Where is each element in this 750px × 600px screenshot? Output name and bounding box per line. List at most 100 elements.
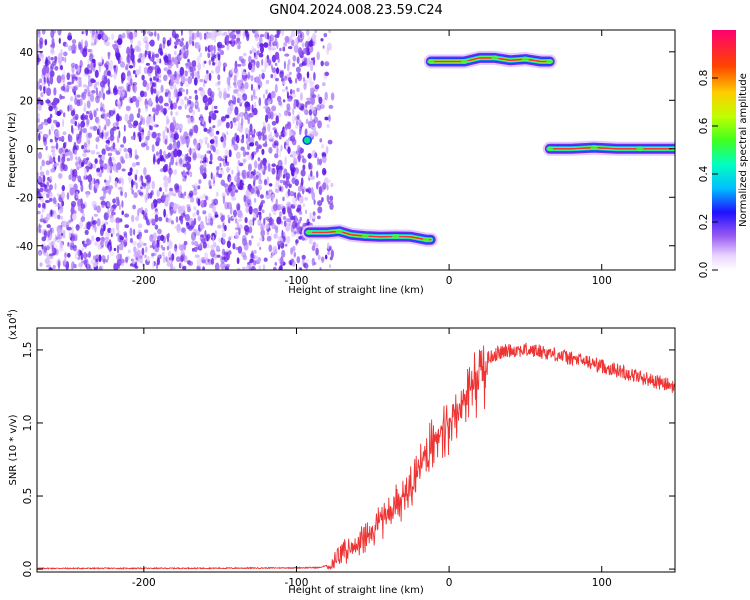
noise-speckle — [66, 87, 69, 93]
noise-speckle — [175, 79, 180, 85]
noise-speckle — [268, 147, 273, 154]
noise-speckle — [308, 162, 311, 170]
noise-speckle — [222, 238, 226, 244]
noise-speckle — [272, 135, 275, 145]
noise-speckle — [181, 153, 184, 158]
noise-speckle — [247, 163, 252, 172]
noise-speckle — [235, 88, 239, 95]
noise-speckle — [199, 52, 203, 58]
noise-speckle — [39, 131, 43, 135]
noise-speckle — [105, 139, 111, 144]
noise-speckle — [290, 90, 292, 95]
noise-speckle — [301, 254, 306, 260]
noise-speckle — [73, 183, 78, 192]
noise-speckle — [114, 180, 118, 188]
noise-speckle — [223, 31, 228, 36]
noise-speckle — [209, 217, 214, 226]
noise-speckle — [169, 187, 173, 192]
track-blob — [491, 55, 499, 61]
noise-speckle — [328, 264, 332, 269]
noise-speckle — [322, 97, 326, 106]
noise-speckle — [320, 256, 325, 263]
noise-speckle — [131, 189, 134, 195]
noise-speckle — [129, 167, 133, 174]
noise-speckle — [127, 153, 132, 159]
noise-speckle — [259, 43, 264, 48]
noise-speckle — [120, 72, 126, 81]
noise-speckle — [265, 89, 268, 95]
noise-speckle — [305, 188, 310, 193]
noise-speckle — [282, 174, 286, 179]
noise-speckle — [190, 116, 195, 124]
noise-speckle — [160, 84, 164, 93]
noise-speckle — [147, 69, 152, 74]
noise-speckle — [70, 266, 74, 270]
noise-speckle — [292, 62, 296, 67]
noise-speckle — [253, 101, 257, 111]
noise-speckle — [268, 183, 273, 187]
noise-speckle — [273, 140, 279, 146]
noise-speckle — [71, 261, 75, 270]
noise-speckle — [94, 241, 99, 247]
noise-speckle — [207, 97, 213, 105]
noise-speckle — [51, 37, 55, 47]
noise-speckle — [259, 194, 264, 199]
noise-speckle — [46, 224, 51, 229]
noise-speckle — [50, 227, 55, 234]
noise-speckle — [324, 61, 330, 67]
noise-speckle — [292, 196, 297, 204]
noise-speckle — [147, 192, 150, 199]
noise-speckle — [87, 91, 91, 97]
noise-speckle — [270, 167, 273, 173]
noise-speckle — [140, 175, 143, 182]
noise-speckle — [158, 95, 164, 104]
noise-speckle — [69, 187, 75, 196]
noise-speckle — [192, 109, 195, 116]
noise-speckle — [159, 58, 162, 64]
noise-speckle — [77, 175, 81, 181]
noise-speckle — [251, 59, 254, 64]
noise-speckle — [38, 123, 44, 130]
noise-speckle — [41, 67, 47, 76]
noise-speckle — [191, 70, 195, 80]
noise-speckle — [136, 112, 141, 119]
noise-speckle — [49, 113, 53, 119]
noise-speckle — [87, 49, 92, 53]
noise-speckle — [204, 102, 210, 107]
noise-speckle — [236, 165, 239, 173]
noise-speckle — [251, 134, 255, 138]
noise-speckle — [156, 198, 162, 204]
noise-speckle — [38, 192, 42, 200]
noise-speckle — [140, 186, 143, 190]
noise-speckle — [54, 200, 58, 208]
colorbar-tick-label: 0.4 — [698, 165, 710, 182]
noise-speckle — [156, 90, 162, 95]
noise-speckle — [196, 143, 199, 151]
noise-speckle — [80, 126, 83, 135]
noise-speckle — [77, 198, 81, 208]
noise-speckle — [130, 44, 133, 51]
noise-speckle — [117, 38, 123, 45]
noise-speckle — [74, 63, 78, 70]
noise-speckle — [252, 88, 256, 98]
noise-speckle — [101, 85, 104, 94]
noise-speckle — [298, 197, 302, 202]
noise-speckle — [115, 196, 120, 201]
colorbar-label: Normalized spectral amplitude — [738, 73, 749, 227]
noise-speckle — [206, 70, 209, 74]
noise-speckle — [197, 215, 201, 222]
noise-speckle — [257, 184, 263, 191]
noise-speckle — [258, 52, 264, 58]
noise-speckle — [143, 35, 148, 42]
noise-speckle — [110, 208, 113, 213]
noise-speckle — [225, 121, 230, 129]
noise-speckle — [284, 53, 290, 57]
noise-speckle — [286, 235, 291, 244]
noise-speckle — [131, 179, 134, 188]
noise-speckle — [152, 252, 157, 256]
snr-x-label: Height of straight line (km) — [288, 585, 424, 596]
noise-speckle — [251, 266, 256, 270]
noise-speckle — [328, 104, 334, 109]
noise-speckle — [315, 247, 319, 256]
noise-speckle — [217, 32, 220, 37]
